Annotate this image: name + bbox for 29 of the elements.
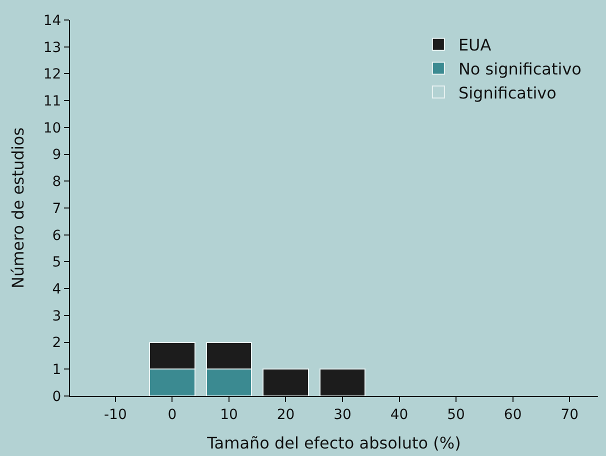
y-tick-label: 1: [52, 362, 62, 378]
x-tick-label: 50: [447, 406, 465, 423]
x-tick-label: 60: [504, 406, 522, 423]
x-tick-label: 40: [390, 406, 408, 423]
x-tick-label: 70: [560, 406, 579, 423]
y-tick-label: 2: [52, 335, 62, 352]
x-tick-label: 30: [334, 406, 352, 423]
y-tick-label: 14: [43, 12, 62, 29]
y-tick-label: 10: [43, 120, 62, 136]
y-tick-label: 9: [52, 147, 62, 164]
y-tick-label: 13: [43, 40, 62, 56]
legend-label: EUA: [458, 36, 492, 55]
y-tick-label: 5: [52, 254, 62, 271]
x-tick-label: 0: [168, 406, 177, 423]
legend-label: No significativo: [458, 59, 582, 78]
y-tick-label: 11: [43, 93, 62, 110]
y-tick-label: 7: [52, 200, 62, 217]
y-tick-label: 3: [52, 308, 62, 324]
y-tick-label: 4: [52, 281, 62, 298]
x-axis-title: Tamaño del efecto absoluto (%): [206, 434, 461, 452]
y-tick-label: 0: [52, 388, 62, 405]
x-tick-label: 10: [220, 406, 238, 423]
y-tick-label: 8: [52, 174, 62, 190]
x-tick-label: 20: [276, 406, 295, 423]
y-tick-label: 12: [43, 66, 62, 83]
legend-label: Significativo: [458, 83, 556, 102]
y-tick-label: 6: [52, 228, 62, 244]
x-tick-label: -10: [104, 406, 127, 423]
y-axis-title: Número de estudios: [8, 127, 28, 289]
